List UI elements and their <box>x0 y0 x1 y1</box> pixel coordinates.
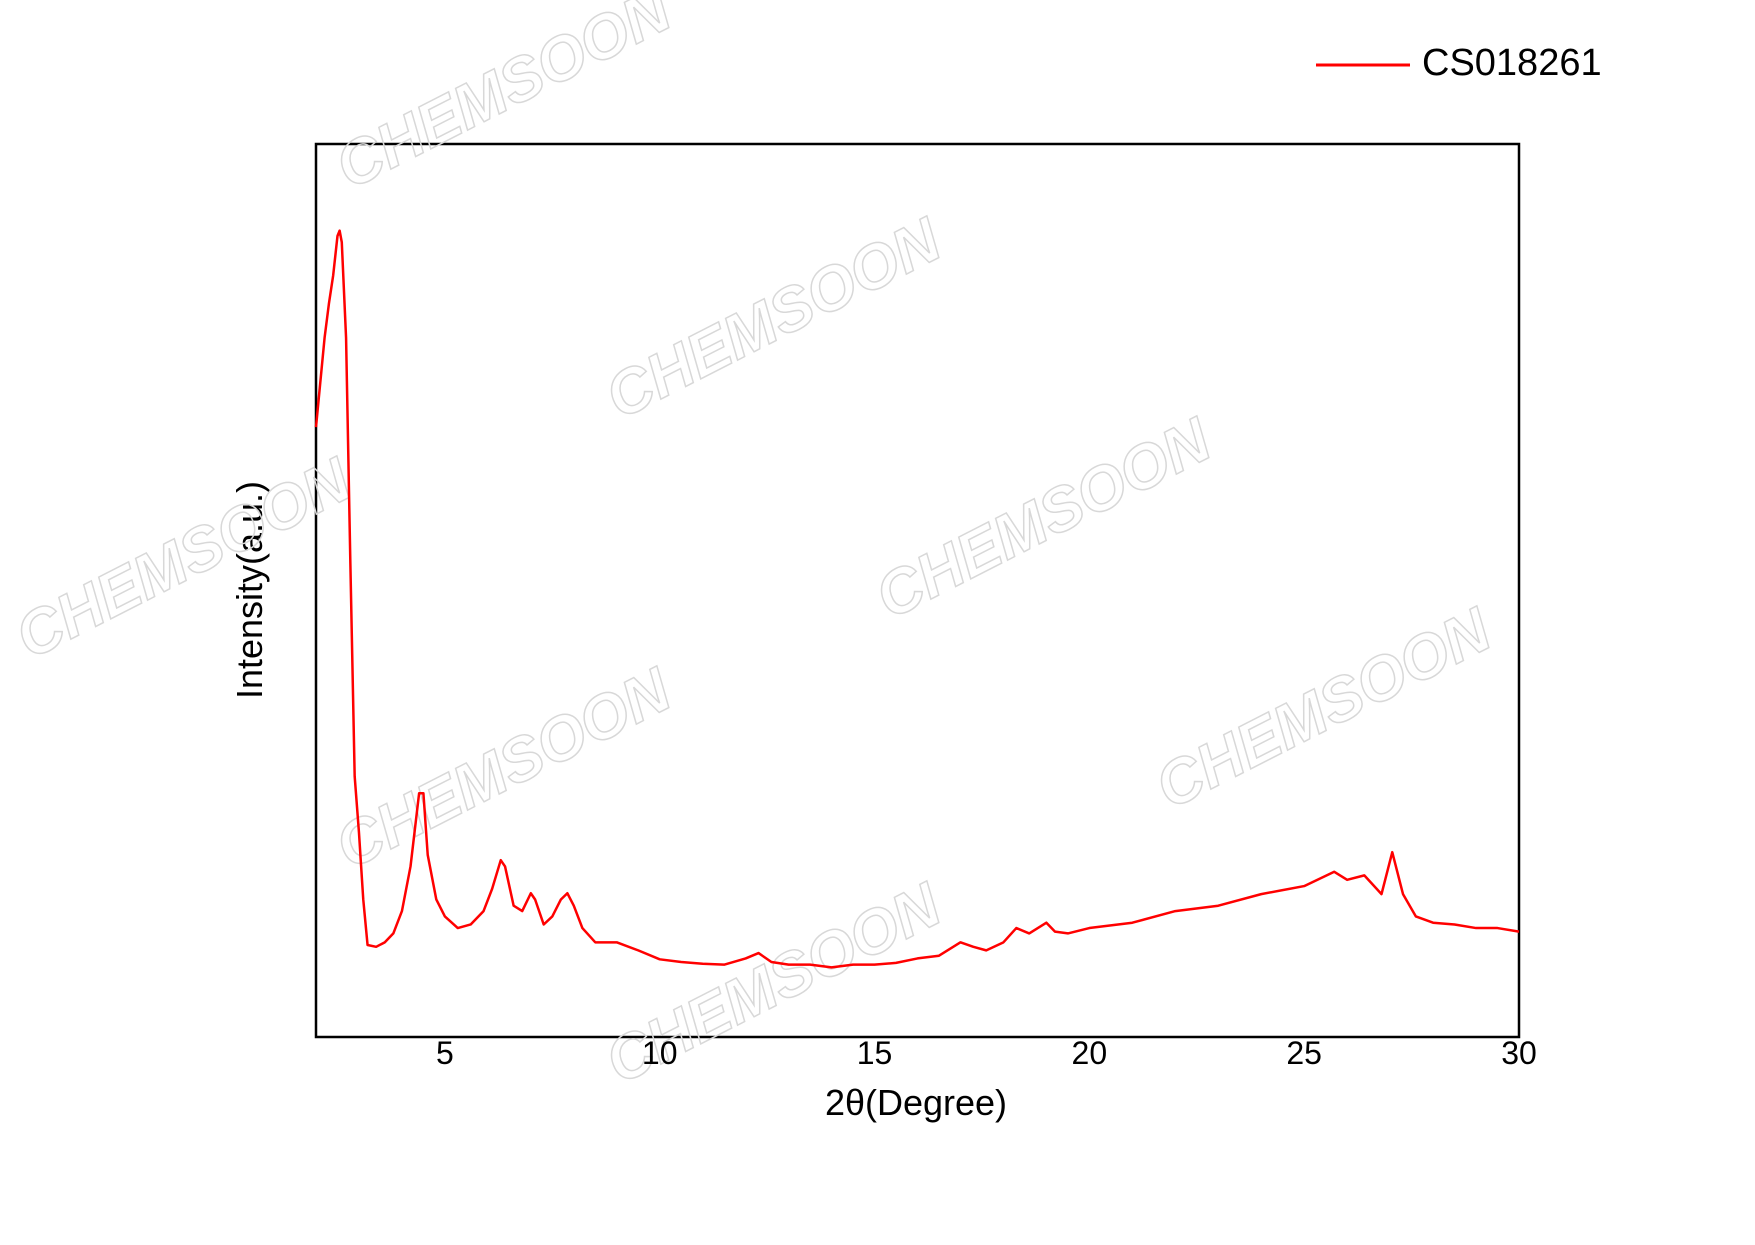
watermark: CHEMSOON <box>325 0 683 202</box>
x-tick-label: 25 <box>1286 1035 1322 1071</box>
x-tick-label: 10 <box>642 1035 678 1071</box>
x-tick-label: 5 <box>436 1035 454 1071</box>
legend-label: CS018261 <box>1422 42 1602 84</box>
watermark: CHEMSOON <box>325 655 683 883</box>
plot-frame <box>314 142 1521 1039</box>
x-axis-label: 2θ(Degree) <box>825 1082 1007 1123</box>
watermark: CHEMSOON <box>865 405 1223 633</box>
watermark: CHEMSOON <box>5 445 363 673</box>
watermark: CHEMSOON <box>595 205 953 433</box>
watermark: CHEMSOON <box>1145 595 1503 823</box>
y-axis-label: Intensity(a.u.) <box>229 481 270 699</box>
data-line <box>314 229 1520 969</box>
x-tick-label: 30 <box>1501 1035 1537 1071</box>
x-tick-label: 15 <box>857 1035 893 1071</box>
x-tick-label: 20 <box>1072 1035 1108 1071</box>
